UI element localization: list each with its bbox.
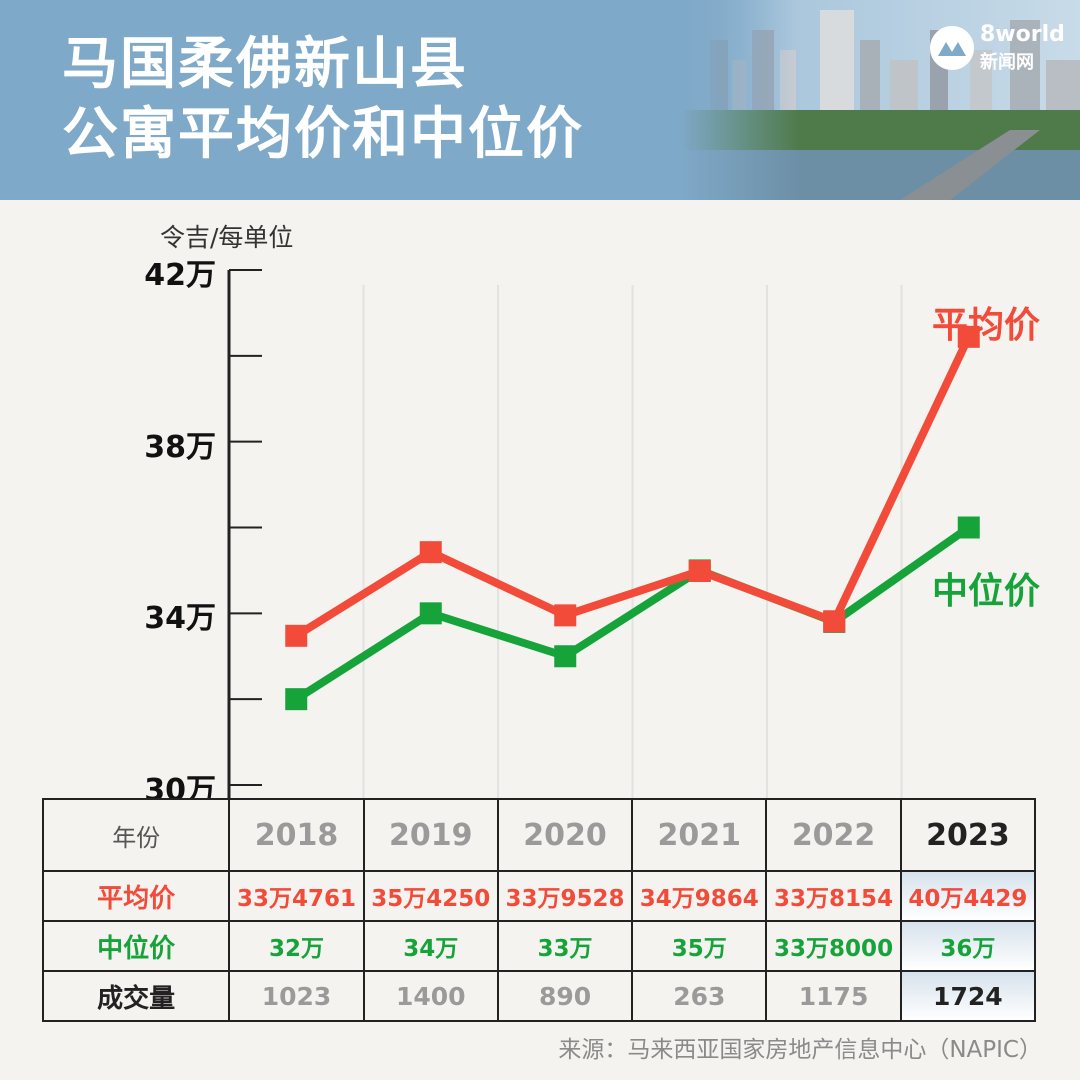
data-point-2019 [419,541,442,564]
vertical-grid [362,285,903,798]
table-cell: 35万4250 [362,870,499,922]
data-point-2019 [419,602,442,625]
line-chart [227,269,980,798]
data-point-2020 [554,604,577,627]
table-cell: 1400 [362,970,499,1022]
city-skyline-photo [680,0,1080,200]
series-average-price [285,325,980,647]
table-cell: 33万4761 [228,870,365,922]
legend-label-median-price: 中位价 [932,571,1041,612]
table-row-label: 成交量 [41,970,231,1022]
series-lines [285,325,980,711]
table-row-average-price: 平均价 33万4761 35万4250 33万9528 34万9864 33万8154 40… [41,870,1037,922]
table-cell: 34万 [362,920,499,972]
data-point-2023 [957,516,980,539]
table-cell: 33万 [496,920,634,972]
table-cell: 36万 [899,920,1037,972]
table-row-volume: 成交量 1023 1400 890 263 1175 1724 [41,970,1037,1022]
table-cell: 32万 [228,920,365,972]
data-point-2018 [285,688,308,711]
table-cell: 33万8154 [765,870,902,922]
table-year-cell: 2018 [228,798,365,872]
y-tick-label: 42万 [144,258,216,293]
table-row-label: 中位价 [41,920,231,972]
table-row-label: 年份 [41,798,231,872]
table-cell: 1724 [899,970,1037,1022]
table-year-cell: 2020 [496,798,634,872]
title-line-1: 马国柔佛新山县 [62,32,468,97]
table-cell: 34万9864 [631,870,768,922]
y-tick-label: 34万 [144,601,216,637]
data-table: 年份 2018 2019 2020 2021 2022 2023 平均价 33万4761 35万4… [41,798,1037,1022]
table-year-cell: 2022 [765,798,902,872]
8world-logo-icon [930,26,974,70]
series-line [294,335,973,640]
table-cell: 40万4429 [899,870,1037,922]
series-line [294,524,972,703]
logo-text-bottom: 新闻网 [980,52,1034,73]
table-cell: 35万 [631,920,768,972]
data-point-2018 [285,624,308,647]
table-row-label: 平均价 [41,870,231,922]
table-cell: 1023 [228,970,365,1022]
y-tick-label: 38万 [144,429,216,465]
table-year-cell: 2021 [631,798,768,872]
data-point-2022 [823,610,846,633]
8world-logo: 8world 新闻网 [930,22,1065,82]
table-cell: 263 [631,970,768,1022]
page-title: 马国柔佛新山县 公寓平均价和中位价 [62,30,584,170]
table-cell: 33万9528 [496,870,634,922]
y-tick-marks [229,269,262,786]
data-point-2021 [688,560,711,583]
data-point-2020 [554,645,577,668]
header-banner: 马国柔佛新山县 公寓平均价和中位价 [0,0,1080,200]
source-note: 来源：马来西亚国家房地产信息中心（NAPIC） [558,1037,1042,1063]
table-year-cell: 2019 [362,798,499,872]
table-cell: 33万8000 [765,920,902,972]
table-year-cell: 2023 [899,798,1037,872]
table-cell: 1175 [765,970,902,1022]
table-cell: 890 [496,970,634,1022]
table-row-median-price: 中位价 32万 34万 33万 35万 33万8000 36万 [41,920,1037,972]
data-point-2023 [957,325,980,348]
logo-text-top: 8world [980,22,1065,47]
y-axis-unit-label: 令吉/每单位 [160,223,294,252]
title-line-2: 公寓平均价和中位价 [62,102,584,167]
legend-label-average-price: 平均价 [932,305,1041,346]
table-row-year: 年份 2018 2019 2020 2021 2022 2023 [41,798,1037,872]
